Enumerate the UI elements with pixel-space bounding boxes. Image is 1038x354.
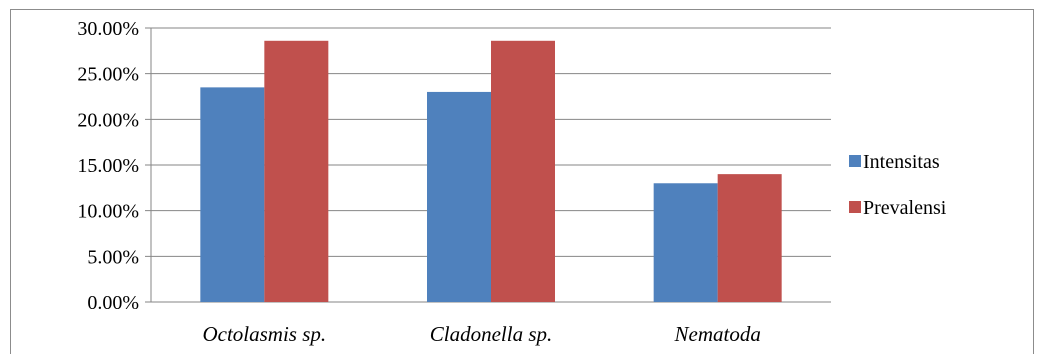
y-tick-label: 0.00% [87,292,139,314]
bar-intensitas [427,91,491,302]
y-tick-label: 15.00% [77,155,139,177]
y-tick-label: 25.00% [77,64,139,86]
legend-swatch-prevalensi [849,201,861,213]
legend-swatch-intensitas [849,155,861,167]
y-tick-label: 30.00% [77,18,139,40]
legend-label: Prevalensi [863,197,947,219]
y-tick-label: 10.00% [77,201,139,223]
x-category-label: Octolasmis sp. [202,322,326,346]
bar-prevalensi [717,174,782,302]
chart-frame [10,9,1034,354]
y-tick-label: 5.00% [87,246,139,268]
bar-prevalensi [264,40,329,302]
y-tick-label: 20.00% [77,109,139,131]
bar-intensitas [200,87,265,302]
bar-prevalensi [491,40,555,302]
legend-label: Intensitas [863,151,940,173]
x-category-label: Cladonella sp. [430,322,553,346]
x-category-label: Nematoda [674,322,761,346]
bar-intensitas [653,183,718,302]
